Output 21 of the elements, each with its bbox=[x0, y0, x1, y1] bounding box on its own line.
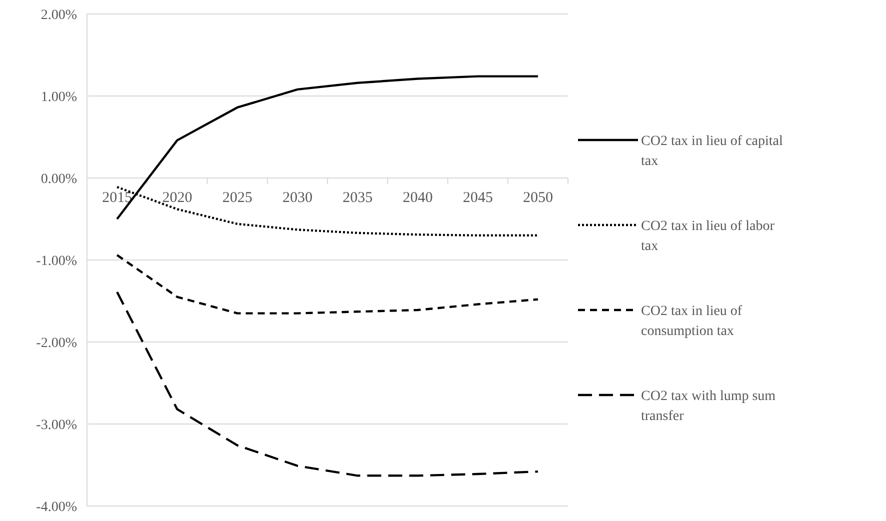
x-tick-label: 2030 bbox=[282, 190, 312, 206]
y-tick-label: 0.00% bbox=[40, 172, 78, 187]
y-tick-label: 1.00% bbox=[40, 90, 78, 105]
legend-label: CO2 tax in lieu of consumption tax bbox=[641, 304, 742, 340]
legend-label: CO2 tax in lieu of capital tax bbox=[641, 134, 784, 170]
line-series bbox=[116, 290, 540, 477]
y-tick-label: -4.00% bbox=[36, 500, 78, 515]
legend-label: CO2 tax in lieu of labor tax bbox=[641, 218, 775, 254]
x-tick-label: 2020 bbox=[162, 190, 192, 206]
x-tick-label: 2040 bbox=[402, 190, 433, 206]
x-tick-label: 2025 bbox=[222, 190, 252, 206]
y-tick-label: -2.00% bbox=[36, 336, 78, 351]
legend-label: CO2 tax with lump sum transfer bbox=[641, 388, 776, 424]
line-series bbox=[116, 254, 540, 314]
y-tick-label: 2.00% bbox=[40, 8, 78, 23]
x-tick-label: 2035 bbox=[342, 190, 373, 206]
x-tick-label: 2050 bbox=[522, 190, 553, 206]
x-tick-label: 2045 bbox=[462, 190, 493, 206]
y-tick-label: -1.00% bbox=[36, 254, 78, 269]
x-tick-label: 2015 bbox=[102, 190, 132, 206]
y-tick-label: -3.00% bbox=[36, 418, 78, 433]
